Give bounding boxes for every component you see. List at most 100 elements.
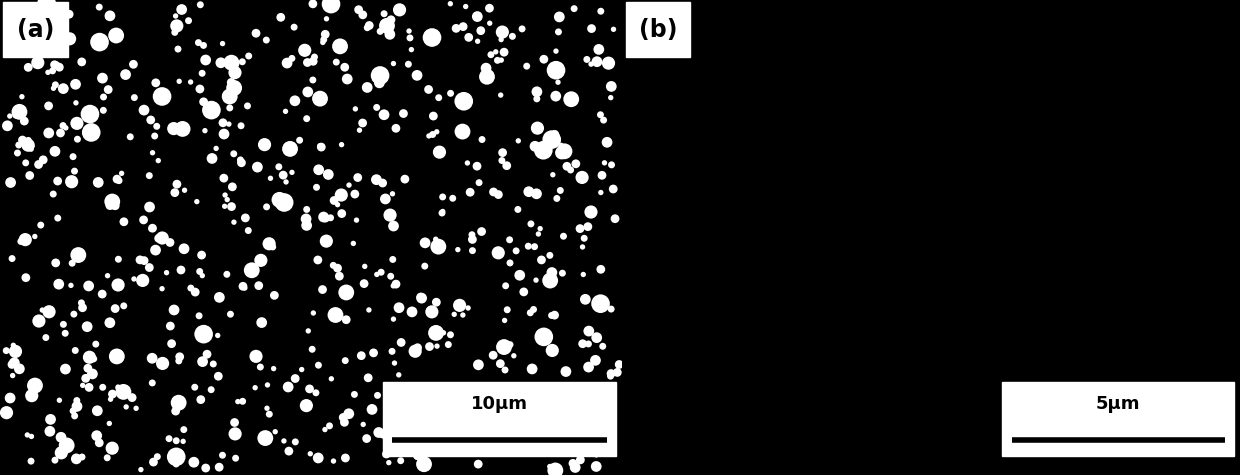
Point: [528, 230, 548, 238]
Point: [542, 312, 562, 319]
Point: [608, 369, 627, 376]
Point: [336, 316, 356, 323]
Point: [321, 214, 341, 222]
Point: [114, 218, 134, 226]
Point: [551, 187, 570, 194]
Point: [381, 16, 401, 24]
Point: [393, 110, 413, 117]
Point: [149, 157, 169, 164]
Point: [146, 123, 166, 130]
Point: [103, 198, 123, 205]
Point: [153, 285, 172, 293]
Point: [167, 22, 187, 30]
Point: [164, 125, 184, 133]
Point: [591, 8, 611, 15]
Point: [544, 311, 564, 319]
Point: [47, 177, 67, 185]
Point: [16, 142, 36, 150]
FancyBboxPatch shape: [1002, 382, 1234, 456]
Point: [224, 218, 244, 226]
Point: [456, 102, 476, 110]
Point: [232, 58, 252, 66]
Point: [379, 30, 399, 38]
Point: [599, 59, 619, 67]
Point: [208, 332, 228, 339]
Point: [316, 238, 336, 245]
Point: [156, 269, 176, 276]
Point: [352, 119, 372, 127]
Point: [236, 214, 255, 222]
Point: [500, 341, 520, 349]
Point: [105, 305, 125, 313]
Point: [134, 257, 154, 265]
Point: [246, 29, 265, 37]
Point: [298, 88, 317, 96]
Point: [533, 146, 553, 154]
Point: [306, 183, 326, 191]
Point: [494, 343, 513, 351]
Point: [492, 157, 512, 164]
Point: [217, 196, 237, 203]
Point: [484, 352, 503, 359]
Point: [371, 28, 391, 35]
Point: [222, 183, 242, 190]
Point: [565, 160, 585, 168]
Point: [43, 190, 63, 198]
Point: [89, 3, 109, 11]
Point: [477, 73, 497, 81]
Point: [534, 420, 554, 428]
Point: [25, 233, 45, 240]
Point: [79, 384, 99, 391]
Point: [21, 48, 41, 56]
Point: [4, 342, 24, 349]
Point: [260, 174, 280, 182]
Point: [48, 280, 68, 288]
Point: [216, 191, 236, 199]
Point: [193, 98, 213, 105]
Point: [7, 149, 27, 157]
Point: [192, 272, 212, 279]
Point: [64, 167, 84, 175]
Point: [377, 214, 397, 221]
Point: [594, 116, 614, 124]
Point: [22, 392, 42, 399]
Point: [386, 397, 405, 405]
Point: [190, 85, 210, 93]
Point: [191, 396, 211, 403]
Point: [429, 94, 449, 102]
Point: [29, 317, 48, 325]
Point: [314, 94, 334, 102]
Point: [589, 46, 609, 53]
Point: [321, 0, 341, 8]
Point: [42, 4, 62, 12]
Point: [388, 407, 408, 414]
Point: [2, 255, 22, 262]
Point: [518, 188, 538, 196]
Point: [67, 403, 87, 410]
Point: [60, 35, 79, 43]
Point: [374, 431, 394, 438]
Point: [92, 41, 112, 49]
Point: [242, 266, 262, 274]
Point: [573, 243, 593, 251]
Point: [295, 47, 315, 54]
Point: [548, 78, 568, 86]
Point: [254, 141, 274, 149]
Point: [346, 105, 366, 113]
Point: [40, 428, 60, 435]
Point: [527, 124, 547, 132]
Point: [68, 251, 88, 259]
Point: [145, 247, 165, 254]
Point: [224, 418, 244, 426]
Point: [36, 334, 56, 342]
Point: [570, 456, 590, 464]
Point: [444, 311, 464, 318]
Point: [384, 359, 404, 367]
Point: [203, 361, 223, 368]
Point: [399, 27, 419, 35]
Point: [547, 195, 567, 202]
Point: [169, 357, 188, 365]
Point: [391, 413, 410, 421]
Point: [153, 234, 172, 242]
Point: [415, 239, 435, 247]
